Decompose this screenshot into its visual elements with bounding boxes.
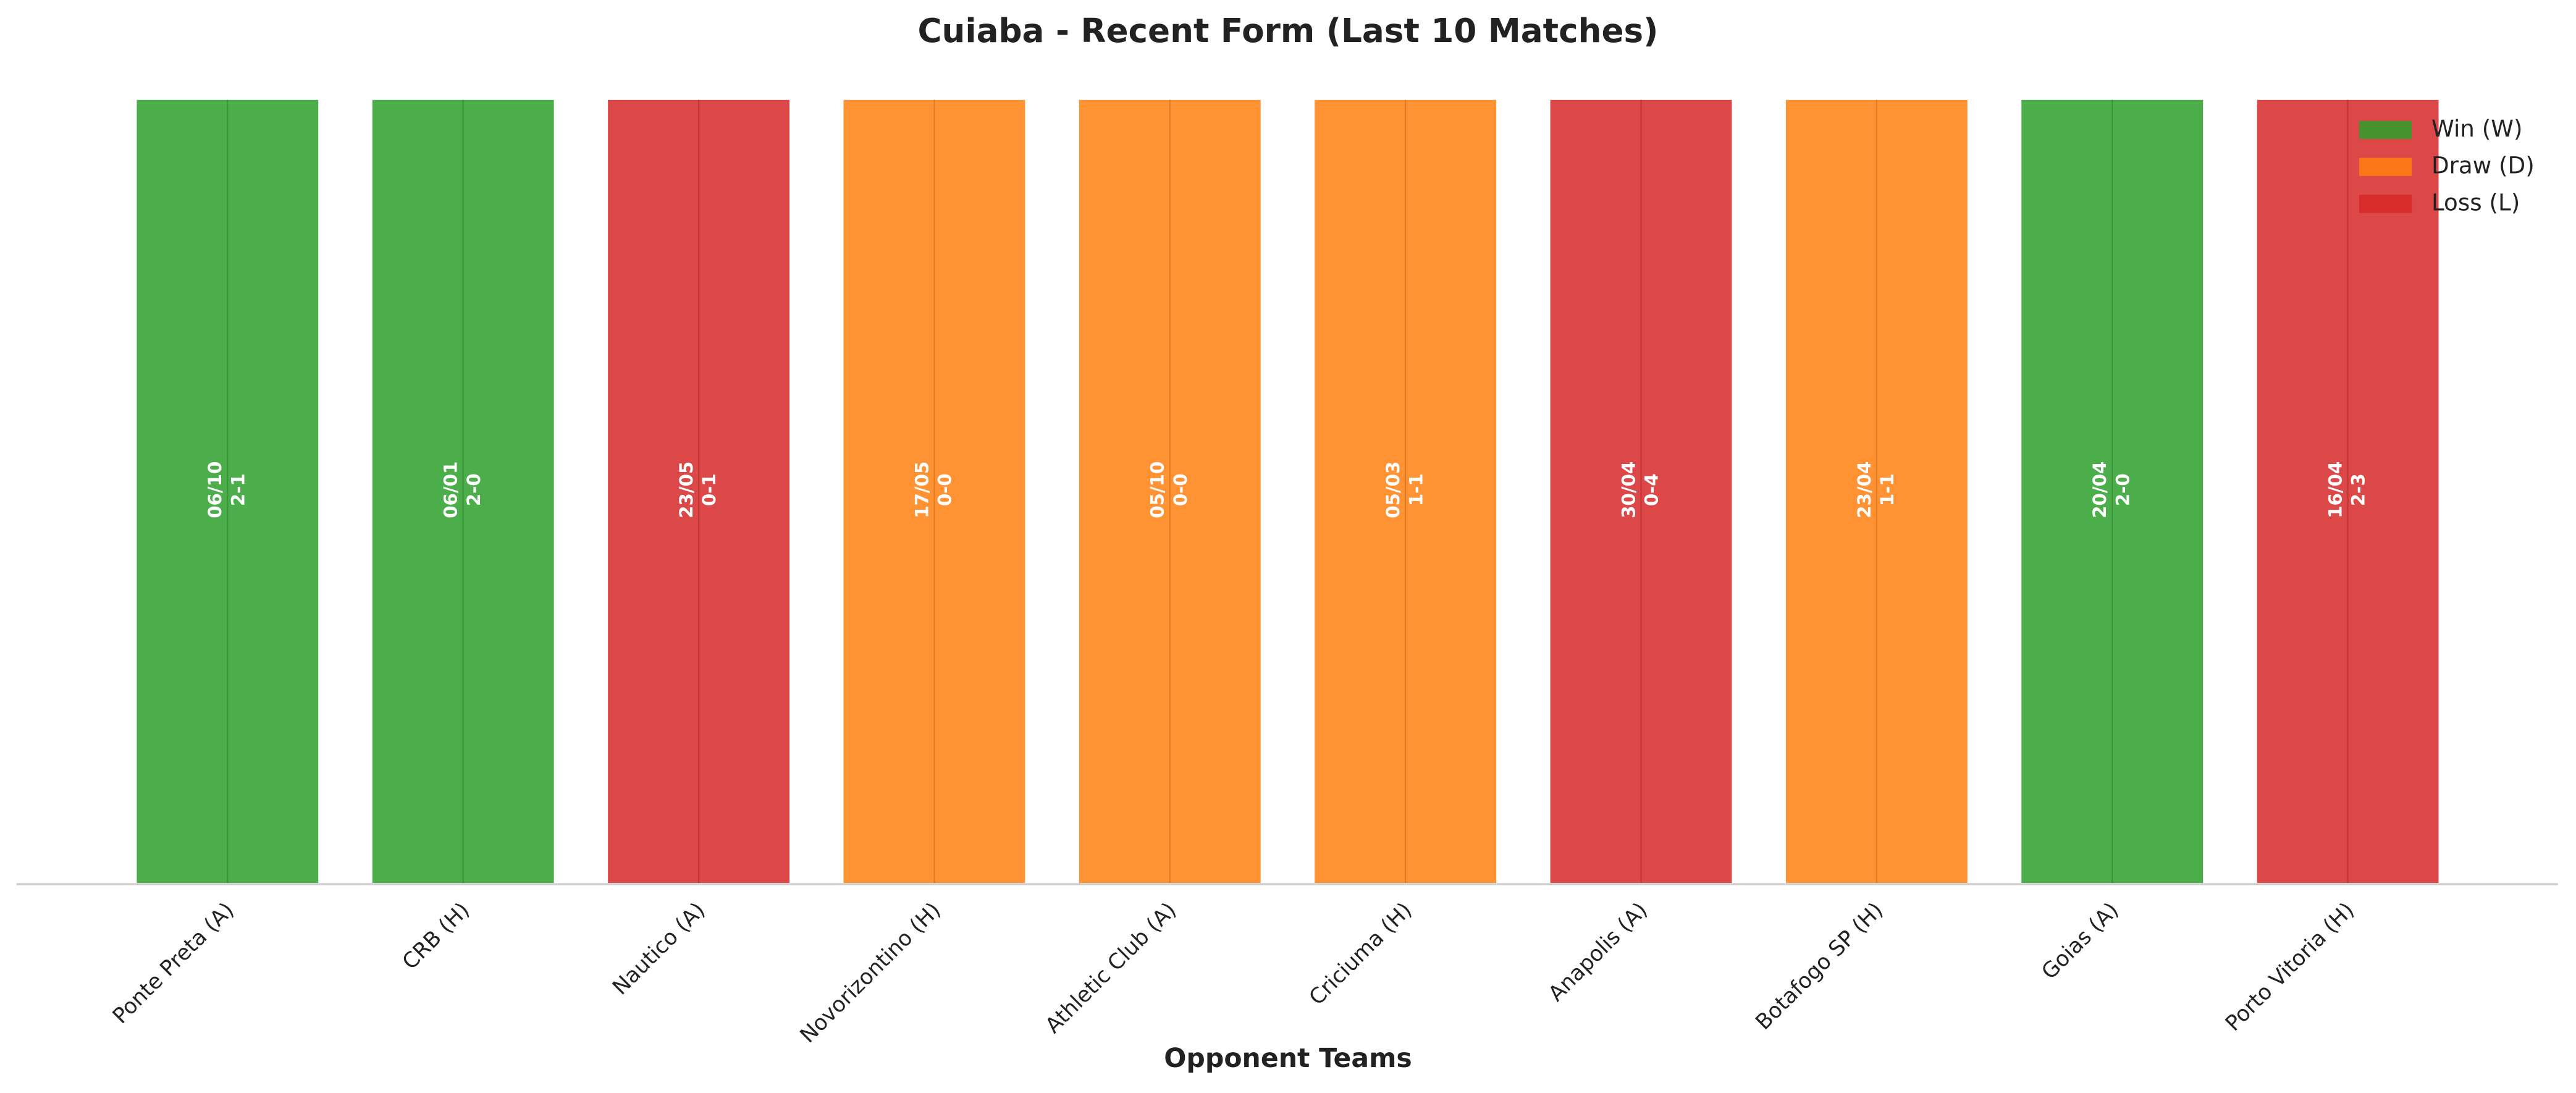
bar <box>369 97 557 886</box>
bar-label: 06/01 2-0 <box>440 462 484 518</box>
match-date: 06/10 <box>204 462 225 518</box>
bar <box>1312 97 1499 886</box>
bar <box>1076 97 1263 886</box>
x-axis-label: Opponent Teams <box>1164 1044 1412 1074</box>
legend-swatch <box>2359 120 2412 139</box>
x-tick-label: CRB (H) <box>398 898 474 974</box>
bar-label: 20/04 2-0 <box>2089 462 2133 518</box>
match-score: 2-0 <box>2112 473 2133 506</box>
match-score: 1-1 <box>1877 473 1898 506</box>
x-tick-label: Goias (A) <box>2037 898 2123 984</box>
bar <box>605 97 792 886</box>
bar-label: 23/04 1-1 <box>1854 462 1898 518</box>
legend-swatch <box>2359 158 2412 176</box>
legend-label: Win (W) <box>2431 115 2523 142</box>
match-score: 0-0 <box>935 473 956 506</box>
bar-label: 05/03 1-1 <box>1383 462 1426 518</box>
bar-label: 05/10 0-0 <box>1147 462 1191 518</box>
legend-label: Draw (D) <box>2431 152 2535 179</box>
bar <box>1547 97 1735 886</box>
x-tick-label: Porto Vitoria (H) <box>2221 898 2359 1036</box>
match-score: 1-1 <box>1405 473 1426 506</box>
match-score: 2-3 <box>2348 473 2369 506</box>
match-score: 2-0 <box>463 473 484 506</box>
x-tick-label: Botafogo SP (H) <box>1751 898 1888 1035</box>
legend-swatch <box>2359 195 2412 213</box>
bar-label: 30/04 0-4 <box>1618 462 1662 518</box>
match-date: 30/04 <box>1618 462 1639 518</box>
x-tick-label: Ponte Preta (A) <box>108 898 239 1029</box>
bar <box>841 97 1028 886</box>
bar <box>1783 97 1970 886</box>
bar <box>2254 97 2441 886</box>
match-date: 16/04 <box>2325 462 2346 518</box>
x-tick-label: Nautico (A) <box>608 898 710 1000</box>
x-tick-label: Criciuma (H) <box>1305 898 1417 1010</box>
bar-label: 16/04 2-3 <box>2325 462 2368 518</box>
x-tick-label: Novorizontino (H) <box>796 898 946 1048</box>
bar <box>134 97 321 886</box>
x-tick-label: Anapolis (A) <box>1544 898 1652 1006</box>
match-date: 20/04 <box>2089 462 2110 518</box>
match-score: 0-1 <box>699 473 720 506</box>
chart-title: Cuiaba - Recent Form (Last 10 Matches) <box>918 12 1659 50</box>
match-score: 0-4 <box>1641 473 1662 506</box>
match-date: 06/01 <box>440 462 461 518</box>
x-tick-label: Athletic Club (A) <box>1041 898 1181 1038</box>
bar-label: 17/05 0-0 <box>911 462 955 518</box>
match-date: 05/03 <box>1383 462 1404 518</box>
match-date: 23/05 <box>676 462 697 518</box>
bar-label: 06/10 2-1 <box>204 462 248 518</box>
bar <box>2019 97 2206 886</box>
legend-label: Loss (L) <box>2431 189 2520 216</box>
match-date: 05/10 <box>1147 462 1168 518</box>
match-score: 0-0 <box>1170 473 1191 506</box>
bar-label: 23/05 0-1 <box>676 462 720 518</box>
match-date: 23/04 <box>1854 462 1875 518</box>
match-score: 2-1 <box>227 473 248 506</box>
match-date: 17/05 <box>911 462 932 518</box>
